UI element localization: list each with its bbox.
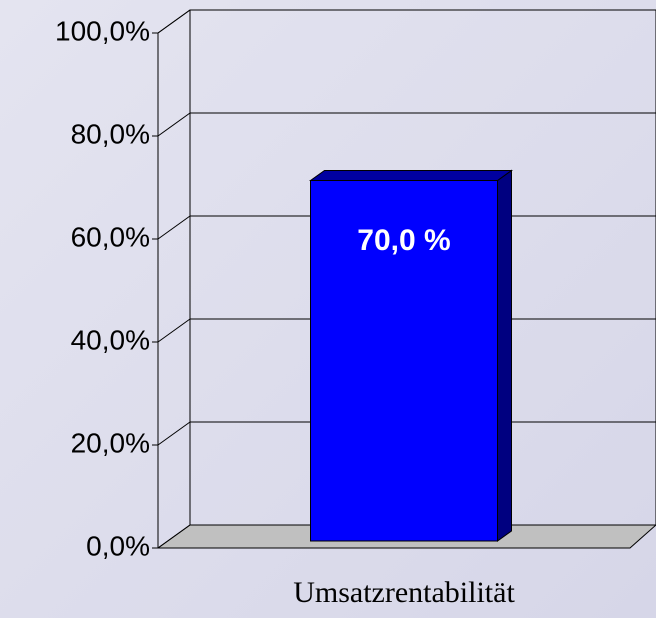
y-tick-label: 20,0% xyxy=(71,427,150,458)
grid-line xyxy=(157,9,191,34)
y-tick-label: 80,0% xyxy=(71,118,150,149)
grid-line xyxy=(157,524,191,549)
grid-line xyxy=(157,112,191,137)
x-tick-label: Umsatzrentabilität xyxy=(293,576,515,609)
grid-line xyxy=(157,215,191,240)
y-tick-label: 0,0% xyxy=(86,530,150,561)
y-tick-label: 100,0% xyxy=(55,15,150,46)
bar xyxy=(310,180,498,542)
data-label: 70,0 % xyxy=(357,223,451,257)
grid-line xyxy=(157,421,191,446)
y-tick-label: 40,0% xyxy=(71,324,150,355)
bar-side xyxy=(497,169,512,542)
y-tick-label: 60,0% xyxy=(71,221,150,252)
grid-line xyxy=(157,318,191,343)
bar-top xyxy=(308,170,514,181)
